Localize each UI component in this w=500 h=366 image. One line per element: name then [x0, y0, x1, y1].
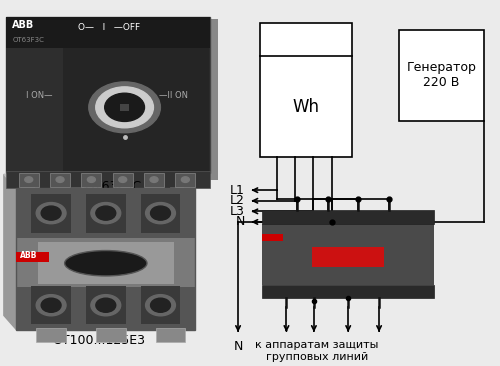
Circle shape	[96, 87, 154, 128]
Bar	[312, 247, 384, 267]
Bar	[140, 194, 180, 232]
Circle shape	[146, 202, 176, 224]
Text: O—   I   —OFF: O— I —OFF	[78, 23, 140, 32]
Circle shape	[91, 295, 120, 316]
Bar	[82, 172, 102, 187]
Bar	[140, 286, 180, 324]
Bar	[36, 328, 66, 342]
Circle shape	[41, 298, 61, 312]
Bar	[16, 188, 196, 238]
Bar	[86, 286, 126, 324]
Bar	[262, 210, 434, 224]
Text: N: N	[236, 216, 245, 228]
Bar	[262, 234, 283, 241]
Text: к аппаратам защиты
групповых линий: к аппаратам защиты групповых линий	[256, 340, 379, 362]
Bar	[38, 242, 174, 284]
Text: ABB: ABB	[20, 251, 38, 259]
Bar	[156, 328, 186, 342]
Circle shape	[96, 298, 116, 312]
Bar	[71, 187, 84, 195]
Circle shape	[150, 177, 158, 182]
Bar	[31, 286, 71, 324]
Circle shape	[96, 206, 116, 220]
Circle shape	[88, 177, 96, 182]
Ellipse shape	[64, 251, 147, 276]
Polygon shape	[4, 174, 196, 188]
Bar	[9, 174, 218, 180]
Circle shape	[182, 177, 190, 182]
Bar	[6, 48, 64, 172]
Text: L2: L2	[230, 194, 245, 207]
Text: ОТ100...125Е3: ОТ100...125Е3	[52, 334, 145, 347]
Circle shape	[146, 295, 176, 316]
Bar	[144, 172, 164, 187]
Bar	[22, 187, 34, 195]
Bar	[96, 328, 126, 342]
Bar	[120, 104, 129, 111]
Bar	[260, 23, 352, 157]
Bar	[6, 17, 210, 48]
Bar	[86, 194, 126, 232]
Bar	[50, 172, 70, 187]
Circle shape	[36, 295, 66, 316]
Text: OT63F3C: OT63F3C	[12, 37, 44, 43]
Bar	[6, 17, 210, 172]
Bar	[16, 287, 196, 329]
Circle shape	[56, 177, 64, 182]
Circle shape	[91, 202, 120, 224]
Bar	[6, 171, 210, 188]
Text: ОТ63F3C: ОТ63F3C	[84, 180, 142, 193]
Text: L3: L3	[230, 205, 245, 218]
Bar	[262, 224, 434, 285]
Circle shape	[150, 298, 171, 312]
Circle shape	[118, 177, 126, 182]
Bar	[16, 252, 48, 262]
Circle shape	[36, 202, 66, 224]
Text: —II ON: —II ON	[160, 91, 188, 100]
Text: ABB: ABB	[12, 20, 34, 30]
Circle shape	[104, 93, 144, 122]
Text: Wh: Wh	[292, 98, 320, 116]
Circle shape	[41, 206, 61, 220]
Polygon shape	[4, 174, 16, 329]
Circle shape	[89, 82, 160, 133]
Circle shape	[150, 206, 171, 220]
Circle shape	[25, 177, 32, 182]
Bar	[262, 285, 434, 298]
Bar	[113, 172, 132, 187]
Text: Генератор
220 В: Генератор 220 В	[406, 61, 476, 90]
Text: N: N	[234, 340, 243, 353]
Bar	[210, 19, 218, 178]
Text: I ON—: I ON—	[26, 91, 53, 100]
Bar	[170, 187, 183, 195]
Bar	[176, 172, 196, 187]
Bar	[16, 188, 196, 329]
Bar	[19, 172, 38, 187]
Text: L1: L1	[230, 184, 245, 197]
Bar	[399, 30, 483, 122]
Bar	[120, 187, 133, 195]
Bar	[31, 194, 71, 232]
